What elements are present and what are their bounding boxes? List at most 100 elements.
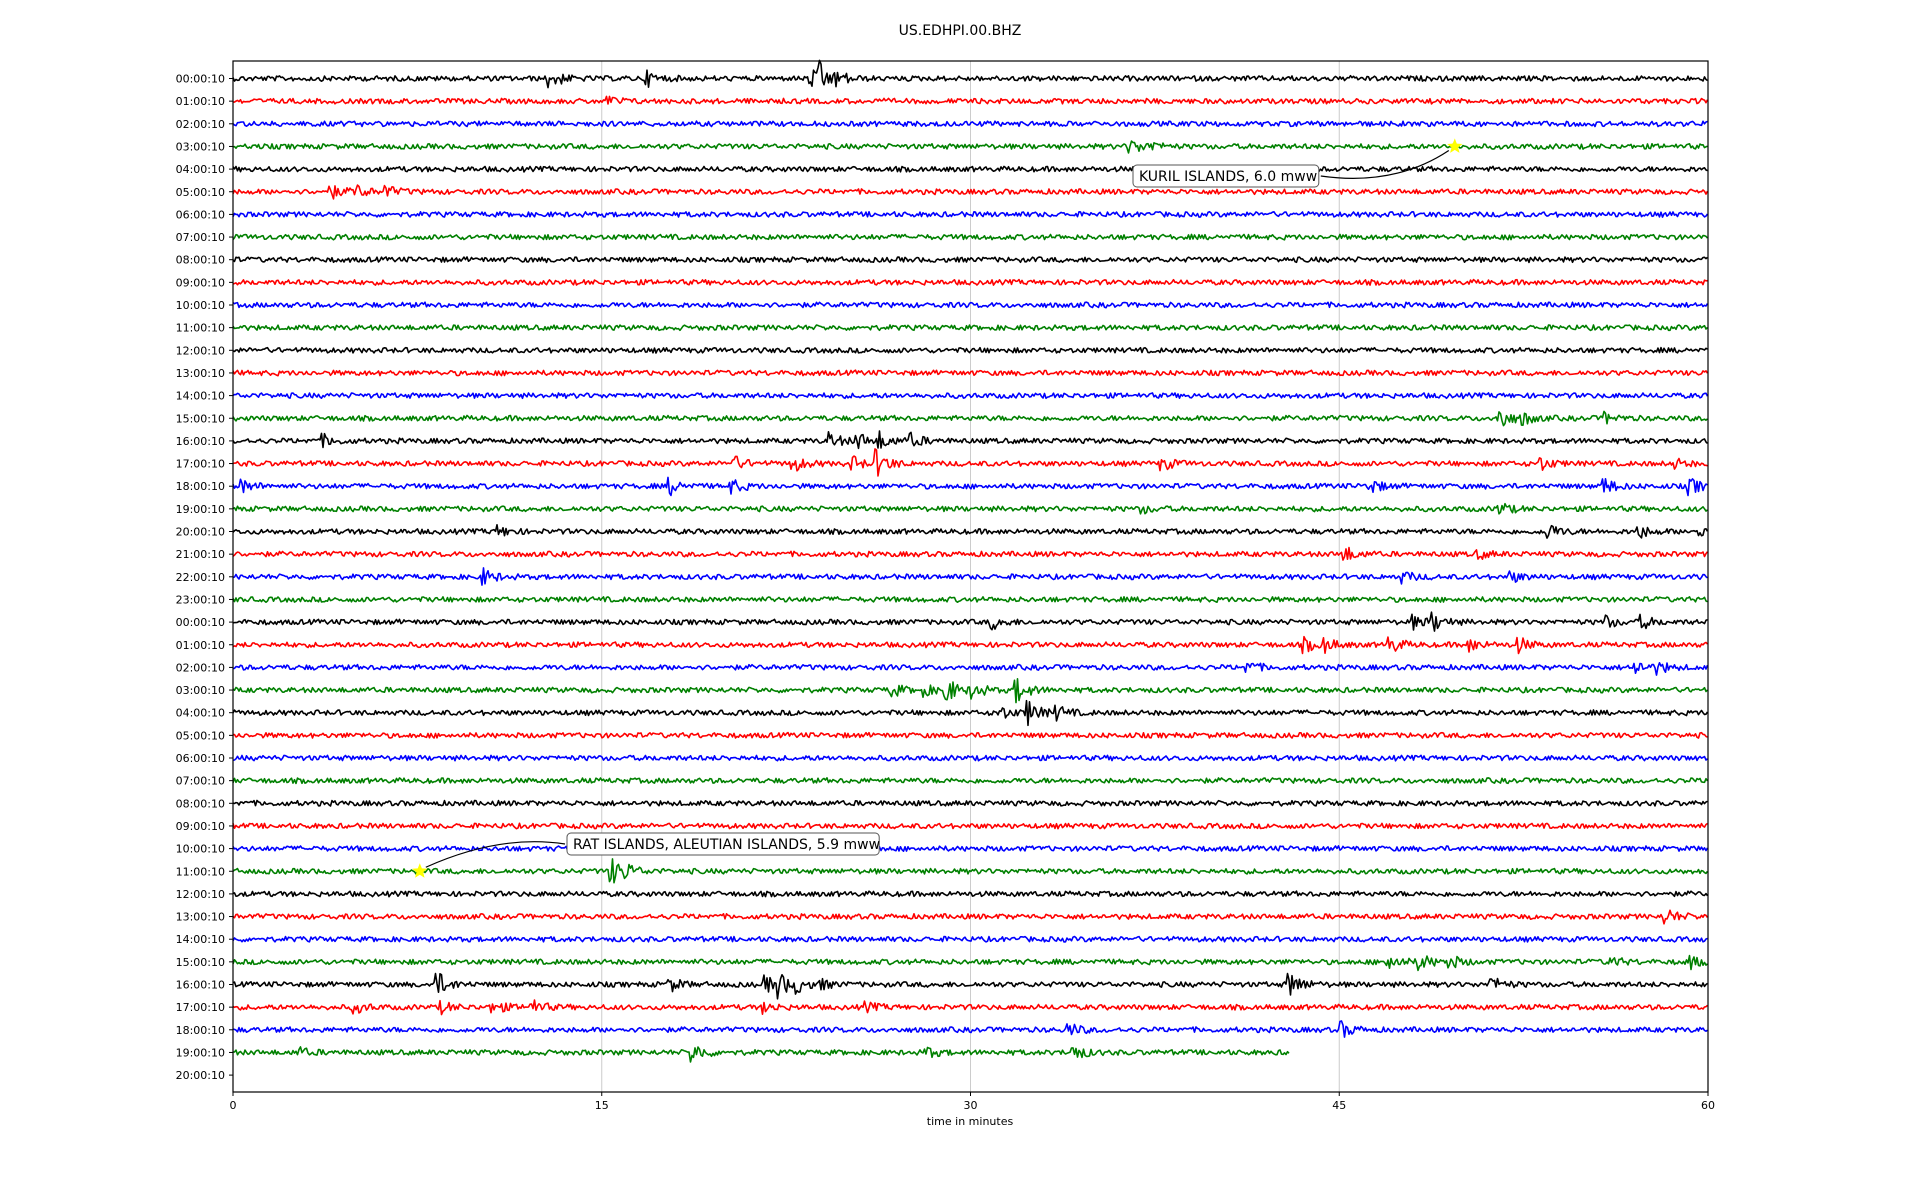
row-time-label: 00:00:10 [176, 73, 225, 86]
plot-frame [232, 60, 1709, 1093]
row-time-label: 15:00:10 [176, 956, 225, 969]
row-time-label: 08:00:10 [176, 797, 225, 810]
event-annotations: KURIL ISLANDS, 6.0 mww RAT ISLANDS, ALEUT… [412, 138, 1463, 878]
trace-row [232, 822, 1708, 830]
row-time-label: 16:00:10 [176, 979, 225, 992]
trace-row [232, 1020, 1708, 1038]
chart-title: US.EDHPI.00.BHZ [899, 23, 1022, 39]
event-annotation: RAT ISLANDS, ALEUTIAN ISLANDS, 5.9 mww [412, 832, 880, 878]
trace-row [232, 448, 1708, 477]
star-icon [1447, 138, 1463, 153]
row-time-label: 17:00:10 [176, 458, 225, 471]
row-time-label: 10:00:10 [176, 843, 225, 856]
trace-row [232, 301, 1709, 309]
row-time-label: 12:00:10 [176, 344, 225, 357]
row-time-label: 03:00:10 [176, 140, 225, 153]
traces [232, 59, 1709, 1063]
x-axis-label: time in minutes [927, 1115, 1014, 1128]
row-time-label: 06:00:10 [176, 208, 225, 221]
trace-row [232, 777, 1709, 785]
trace-row [232, 233, 1709, 241]
row-time-label: 21:00:10 [176, 548, 225, 561]
row-time-label: 20:00:10 [176, 526, 225, 539]
row-time-label: 09:00:10 [176, 276, 225, 289]
trace-row [232, 799, 1708, 807]
row-time-label: 02:00:10 [176, 661, 225, 674]
row-time-label: 02:00:10 [176, 118, 225, 131]
x-tick-label: 45 [1332, 1099, 1346, 1112]
x-tick-label: 0 [230, 1099, 237, 1112]
row-time-label: 00:00:10 [176, 616, 225, 629]
trace-row [232, 410, 1709, 427]
trace-row [232, 699, 1709, 727]
row-time-label: 13:00:10 [176, 911, 225, 924]
trace-row [232, 972, 1708, 1000]
row-time-label: 03:00:10 [176, 684, 225, 697]
row-time-label: 08:00:10 [176, 254, 225, 267]
trace-row [232, 476, 1708, 497]
row-time-label: 09:00:10 [176, 820, 225, 833]
row-time-label: 01:00:10 [176, 639, 225, 652]
row-time-label: 16:00:10 [176, 435, 225, 448]
row-time-label: 12:00:10 [176, 888, 225, 901]
trace-row [232, 954, 1709, 972]
row-time-label: 11:00:10 [176, 865, 225, 878]
row-time-label: 04:00:10 [176, 707, 225, 720]
row-time-label: 04:00:10 [176, 163, 225, 176]
annotation-label: RAT ISLANDS, ALEUTIAN ISLANDS, 5.9 mww [573, 837, 880, 853]
trace-row [232, 324, 1709, 332]
row-time-label: 18:00:10 [176, 480, 225, 493]
trace-row [232, 890, 1709, 898]
trace-row [232, 567, 1708, 586]
trace-row [232, 662, 1709, 676]
annotation-box [1132, 164, 1320, 188]
row-time-label: 07:00:10 [176, 231, 225, 244]
x-tick-label: 60 [1701, 1099, 1715, 1112]
trace-row [232, 392, 1709, 400]
trace-row [232, 596, 1708, 603]
y-tick-labels: 00:00:10 01:00:10 02:00:10 03:00:10 04:00:10… [176, 73, 233, 1082]
row-time-label: 15:00:10 [176, 412, 225, 425]
row-time-label: 10:00:10 [176, 299, 225, 312]
trace-row [232, 120, 1708, 128]
trace-row [232, 210, 1709, 218]
row-time-label: 18:00:10 [176, 1024, 225, 1037]
row-time-label: 13:00:10 [176, 367, 225, 380]
trace-row [232, 430, 1709, 450]
trace-row [232, 754, 1708, 762]
trace-row [232, 140, 1708, 154]
trace-row [232, 278, 1708, 286]
trace-row [233, 1046, 1290, 1063]
trace-row [232, 731, 1708, 739]
event-annotation: KURIL ISLANDS, 6.0 mww [1132, 138, 1463, 188]
row-time-label: 22:00:10 [176, 571, 225, 584]
trace-row [232, 59, 1708, 89]
trace-row [232, 502, 1709, 515]
row-time-label: 20:00:10 [176, 1069, 225, 1082]
row-time-label: 14:00:10 [176, 933, 225, 946]
trace-row [232, 369, 1709, 377]
trace-row [232, 256, 1708, 264]
row-time-label: 17:00:10 [176, 1001, 225, 1014]
row-time-label: 05:00:10 [176, 186, 225, 199]
trace-row [232, 909, 1709, 925]
trace-row [232, 678, 1709, 704]
trace-row [232, 635, 1709, 655]
trace-row [232, 346, 1708, 354]
row-time-label: 05:00:10 [176, 729, 225, 742]
row-time-label: 19:00:10 [176, 503, 225, 516]
annotation-leader [425, 841, 566, 868]
row-time-label: 19:00:10 [176, 1046, 225, 1059]
annotation-leader [1320, 149, 1450, 179]
trace-row [232, 546, 1709, 561]
row-time-label: 06:00:10 [176, 752, 225, 765]
trace-row [232, 999, 1709, 1016]
star-icon [412, 863, 428, 878]
trace-row [232, 524, 1709, 539]
x-tick-labels: 0 15 30 45 60 [230, 1092, 1715, 1112]
trace-row [232, 165, 1708, 173]
row-time-label: 23:00:10 [176, 593, 225, 606]
trace-row [232, 184, 1709, 200]
annotation-label: KURIL ISLANDS, 6.0 mww [1139, 169, 1317, 185]
